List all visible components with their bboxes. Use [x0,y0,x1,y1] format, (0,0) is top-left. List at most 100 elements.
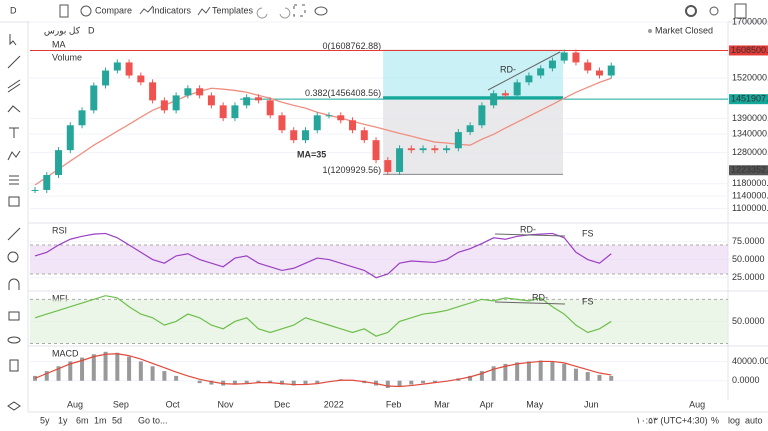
price-box [729,165,768,176]
hide-button[interactable] [314,6,328,16]
candle-body [301,130,309,141]
redo-button[interactable] [279,7,291,19]
price-box [729,45,768,56]
fib-tool[interactable] [7,79,21,93]
trash-tool[interactable] [9,359,19,372]
range-button[interactable]: 5d [112,415,122,425]
compare-icon [80,5,92,17]
candle-body [396,148,404,172]
settings-button[interactable] [685,5,697,17]
templates-button[interactable]: Templates [212,5,254,15]
share-button[interactable] [709,6,719,16]
pattern-tool[interactable] [7,150,21,161]
lock-tool[interactable] [8,311,20,321]
trendline-tool[interactable] [7,55,21,69]
histogram-bar [91,354,96,381]
layers-tool[interactable] [7,401,21,411]
range-button[interactable]: 6m [76,415,89,425]
timezone: ۱۰:۵۳ (UTC+4:30) [636,415,708,425]
histogram-bar [597,374,602,381]
histogram-bar [491,366,496,381]
ma-line [34,77,612,186]
measure-tool[interactable] [7,227,21,241]
histogram-bar [150,366,155,381]
prediction-tool[interactable] [9,175,19,185]
candle-body [66,125,74,151]
candle-body [219,105,227,119]
price-box-label: 1223352.67 [731,165,768,175]
snapshot-button[interactable] [734,3,747,19]
visibility-tool[interactable] [7,336,21,344]
candle-body [149,82,157,101]
candle-body [595,70,603,76]
candle-body [207,95,215,106]
range-button[interactable]: 1m [94,415,107,425]
fib-label: 1(1209929.56) [323,165,382,175]
shapes-tool[interactable] [8,196,20,207]
scale-option[interactable]: auto [745,415,763,425]
candle-body [325,115,333,117]
text-tool[interactable] [9,127,19,138]
candle-body [90,85,98,111]
histogram-bar [303,380,308,385]
candle-body [78,110,86,126]
undo-button[interactable] [256,7,268,19]
histogram-bar [162,371,167,381]
price-box-label: 1608500.00 [731,45,768,55]
histogram-bar [421,380,426,384]
study-volume: Volume [52,52,82,62]
histogram-bar [397,380,402,387]
candle-body [454,132,462,149]
y-tick-label: 75.0000 [732,236,765,246]
histogram-bar [585,372,590,381]
candle-body [266,100,274,116]
compare-button[interactable]: Compare [95,5,132,15]
chart-type-icon[interactable] [59,4,69,18]
candle-body [501,93,509,96]
cursor-tool[interactable] [9,34,17,46]
x-tick-label: Nov [218,399,235,409]
interval-button[interactable]: D [10,5,17,15]
study-ma: MA [52,39,66,49]
band [30,245,728,275]
indicators-button[interactable]: Indicators [152,5,192,15]
scale-option[interactable]: log [728,415,740,425]
histogram-bar [609,375,614,381]
histogram-bar [115,352,120,381]
x-tick-label: Sep [113,399,129,409]
indicator-line [34,232,612,279]
magnet-tool[interactable] [8,278,20,290]
brush-tool[interactable] [7,105,21,113]
candle-body [349,120,357,131]
candle-body [513,82,521,96]
y-tick-label: 40000.0000 [732,356,768,366]
histogram-bar [68,361,73,381]
fullscreen-button[interactable] [293,4,306,17]
histogram-bar [515,362,520,381]
zoom-tool[interactable] [7,251,19,263]
scale-option[interactable]: % [711,415,719,425]
x-tick-label: 2022 [324,399,344,409]
histogram-bar [550,361,555,381]
range-button[interactable]: 5y [40,415,50,425]
candle-body [572,52,580,63]
histogram-bar [409,380,414,385]
range-button[interactable]: 1y [58,415,68,425]
candle-body [560,52,568,61]
histogram-bar [432,380,437,383]
candle-body [407,148,415,151]
templates-icon [197,6,211,16]
y-tick-label: 1520000.00 [732,72,768,82]
x-tick-label: Apr [480,399,494,409]
goto-button[interactable]: Go to... [138,415,168,425]
candle-body [113,62,121,71]
candle-body [360,130,368,141]
price-box-label: 1451907.46 [731,94,768,104]
candle-body [278,115,286,131]
histogram-bar [562,363,567,381]
annotation: MA=35 [297,149,326,159]
histogram-bar [503,363,508,381]
x-tick-label: Jun [584,399,599,409]
candle-body [160,100,168,111]
